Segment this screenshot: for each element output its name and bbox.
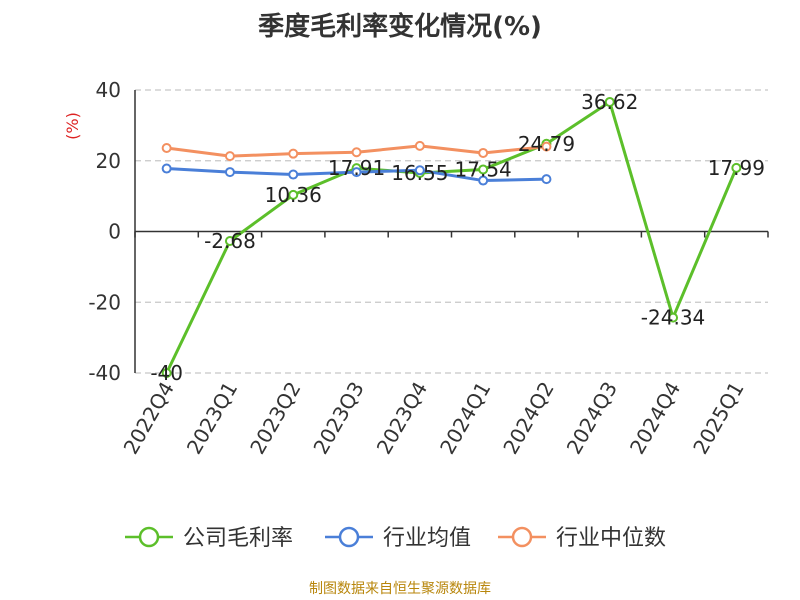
data-label: -2.68 (204, 229, 256, 253)
data-label: 36.62 (581, 90, 638, 114)
data-label: -40 (150, 361, 183, 385)
industry-mean-point (541, 174, 552, 185)
company-gross-margin-point (731, 162, 742, 173)
company-gross-margin-point (161, 368, 172, 378)
legend-marker-industry-mean (338, 526, 360, 548)
x-tick-label: 2025Q1 (688, 378, 748, 459)
x-tick-label: 2024Q1 (435, 378, 495, 459)
data-label: 10.36 (265, 183, 322, 207)
industry-mean-point (161, 163, 172, 174)
industry-median-point (161, 143, 172, 154)
source-note: 制图数据来自恒生聚源数据库 (309, 581, 491, 597)
x-tick-label: 2023Q2 (245, 378, 305, 459)
company-gross-margin-point (478, 164, 489, 175)
x-tick-label: 2024Q4 (625, 378, 685, 459)
industry-mean-point (351, 167, 362, 178)
data-label: 17.91 (328, 156, 385, 180)
data-label: 17.99 (708, 156, 765, 180)
legend-marker-company-gross-margin (138, 526, 160, 548)
industry-median-point (224, 151, 235, 162)
x-tick-label: 2022Q4 (119, 378, 179, 459)
company-gross-margin-point (224, 235, 235, 246)
company-gross-margin-point (668, 312, 679, 323)
legend-marker-industry-median (511, 526, 533, 548)
x-tick-label: 2024Q2 (498, 378, 558, 459)
industry-mean-point (224, 167, 235, 178)
x-tick-label: 2023Q3 (308, 378, 368, 459)
legend-label-industry-mean: 行业均值 (383, 526, 471, 551)
industry-median-point (351, 147, 362, 158)
x-tick-label: 2024Q3 (562, 378, 622, 459)
data-label: -24.34 (641, 306, 705, 330)
industry-median-point (541, 141, 552, 152)
company-gross-margin-point (288, 189, 299, 200)
company-gross-margin-point (604, 96, 615, 107)
industry-median-point (288, 148, 299, 159)
y-tick-label: 40 (96, 78, 121, 102)
data-label: 16.55 (391, 161, 448, 185)
data-label: 24.79 (518, 132, 575, 156)
company-gross-margin-line (165, 100, 738, 374)
legend-label-company-gross-margin: 公司毛利率 (183, 526, 293, 551)
industry-median-point (478, 147, 489, 158)
industry-mean-point (414, 165, 425, 176)
y-axis-unit: (%) (63, 112, 82, 140)
y-tick-label: -40 (88, 361, 121, 385)
industry-mean-point (288, 169, 299, 180)
industry-mean-point (478, 175, 489, 186)
legend-label-industry-median: 行业中位数 (556, 526, 666, 551)
y-tick-label: -20 (88, 290, 121, 314)
chart-title: 季度毛利率变化情况(%) (258, 12, 542, 42)
x-tick-label: 2023Q4 (372, 378, 432, 459)
y-tick-label: 20 (96, 149, 121, 173)
x-tick-label: 2023Q1 (182, 378, 242, 459)
industry-median-point (414, 140, 425, 151)
data-label: 17.54 (455, 157, 512, 181)
y-tick-label: 0 (108, 220, 121, 244)
